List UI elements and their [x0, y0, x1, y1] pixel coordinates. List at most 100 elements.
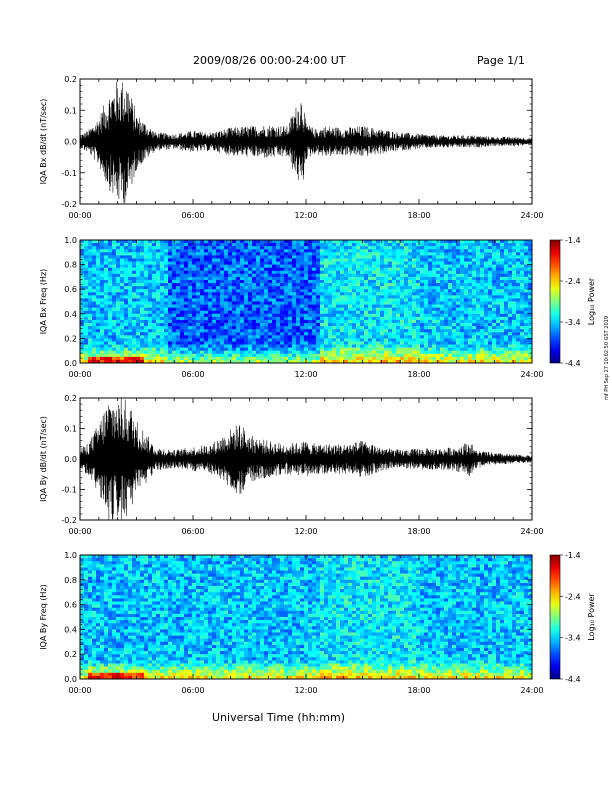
- spectrogram-cell: [396, 319, 401, 324]
- spectrogram-cell: [352, 270, 357, 275]
- spectrogram-cell: [436, 276, 441, 281]
- y-tick-label: -0.2: [61, 200, 77, 209]
- spectrogram-cell: [412, 338, 417, 342]
- spectrogram-cell: [440, 286, 445, 290]
- spectrogram-cell: [384, 356, 389, 361]
- spectrogram-cell: [256, 356, 261, 361]
- spectrogram-cell: [128, 353, 133, 358]
- spectrogram-cell: [308, 261, 313, 265]
- spectrogram-cell: [208, 298, 213, 302]
- spectrogram-cell: [88, 613, 93, 618]
- spectrogram-cell: [380, 344, 385, 348]
- spectrogram-cell: [168, 338, 173, 342]
- spectrogram-cell: [476, 344, 481, 348]
- spectrogram-cell: [292, 240, 297, 244]
- spectrogram-cell: [136, 329, 141, 333]
- spectrogram-cell: [428, 258, 433, 262]
- spectrogram-cell: [352, 359, 357, 364]
- spectrogram-cell: [500, 240, 505, 244]
- spectrogram-cell: [388, 332, 393, 336]
- y-tick-label: 0.0: [64, 359, 77, 368]
- spectrogram-cell: [408, 283, 413, 287]
- spectrogram-cell: [88, 316, 93, 321]
- spectrogram-cell: [92, 319, 97, 324]
- spectrogram-cell: [432, 323, 437, 327]
- spectrogram-cell: [304, 347, 309, 352]
- spectrogram-cell: [440, 255, 445, 259]
- spectrogram-cell: [196, 249, 201, 253]
- spectrogram-cell: [204, 335, 209, 339]
- spectrogram-cell: [472, 283, 477, 287]
- spectrogram-cell: [248, 243, 253, 247]
- spectrogram-cell: [256, 350, 261, 355]
- spectrogram-cell: [496, 240, 501, 244]
- spectrogram-cell: [260, 329, 265, 333]
- spectrogram-cell: [456, 276, 461, 281]
- spectrogram-cell: [252, 246, 257, 250]
- spectrogram-cell: [332, 338, 337, 342]
- spectrogram-cell: [520, 270, 525, 275]
- spectrogram-cell: [464, 298, 469, 302]
- spectrogram-cell: [332, 292, 337, 296]
- spectrogram-cell: [396, 246, 401, 250]
- spectrogram-cell: [420, 335, 425, 339]
- spectrogram-cell: [124, 279, 129, 284]
- spectrogram-cell: [484, 249, 489, 253]
- spectrogram-cell: [88, 313, 93, 318]
- spectrogram-cell: [140, 338, 145, 342]
- spectrogram-cell: [344, 289, 349, 293]
- spectrogram-cell: [528, 356, 533, 361]
- spectrogram-cell: [376, 332, 381, 336]
- spectrogram-cell: [268, 313, 273, 318]
- spectrogram-cell: [224, 344, 229, 348]
- spectrogram-cell: [132, 255, 137, 259]
- spectrogram-cell: [412, 252, 417, 256]
- spectrogram-cell: [272, 329, 277, 333]
- spectrogram-cell: [524, 344, 529, 348]
- spectrogram-cell: [232, 359, 237, 364]
- spectrogram-cell: [116, 323, 121, 327]
- spectrogram-cell: [220, 326, 225, 330]
- spectrogram-cell: [200, 353, 205, 358]
- spectrogram-cell: [472, 332, 477, 336]
- spectrogram-cell: [496, 276, 501, 281]
- spectrogram-cell: [180, 249, 185, 253]
- spectrogram-cell: [144, 243, 149, 247]
- spectrogram-cell: [452, 341, 457, 345]
- spectrogram-cell: [144, 353, 149, 358]
- spectrogram-cell: [116, 267, 121, 272]
- spectrogram-cell: [216, 347, 221, 352]
- spectrogram-cell: [92, 332, 97, 336]
- spectrogram-cell: [208, 319, 213, 324]
- spectrogram-cell: [144, 252, 149, 256]
- spectrogram-cell: [180, 252, 185, 256]
- spectrogram-cell: [480, 283, 485, 287]
- spectrogram-cell: [344, 261, 349, 265]
- spectrogram-cell: [376, 276, 381, 281]
- spectrogram-cell: [232, 295, 237, 299]
- spectrogram-cell: [400, 316, 405, 321]
- spectrogram-cell: [392, 298, 397, 302]
- spectrogram-cell: [520, 316, 525, 321]
- spectrogram-cell: [316, 249, 321, 253]
- spectrogram-cell: [292, 323, 297, 327]
- spectrogram-cell: [228, 249, 233, 253]
- spectrogram-cell: [124, 292, 129, 296]
- spectrogram-cell: [508, 304, 513, 308]
- spectrogram-cell: [132, 264, 137, 268]
- spectrogram-cell: [228, 279, 233, 284]
- spectrogram-cell: [344, 240, 349, 244]
- spectrogram-cell: [196, 347, 201, 352]
- spectrogram-cell: [504, 261, 509, 265]
- spectrogram-cell: [228, 316, 233, 321]
- spectrogram-cell: [480, 307, 485, 312]
- spectrogram-cell: [280, 310, 285, 315]
- spectrogram-cell: [312, 298, 317, 302]
- spectrogram-cell: [220, 350, 225, 355]
- spectrogram-cell: [392, 283, 397, 287]
- spectrogram-cell: [456, 261, 461, 265]
- spectrogram-cell: [396, 295, 401, 299]
- spectrogram-cell: [452, 261, 457, 265]
- spectrogram-cell: [312, 359, 317, 364]
- spectrogram-cell: [484, 319, 489, 324]
